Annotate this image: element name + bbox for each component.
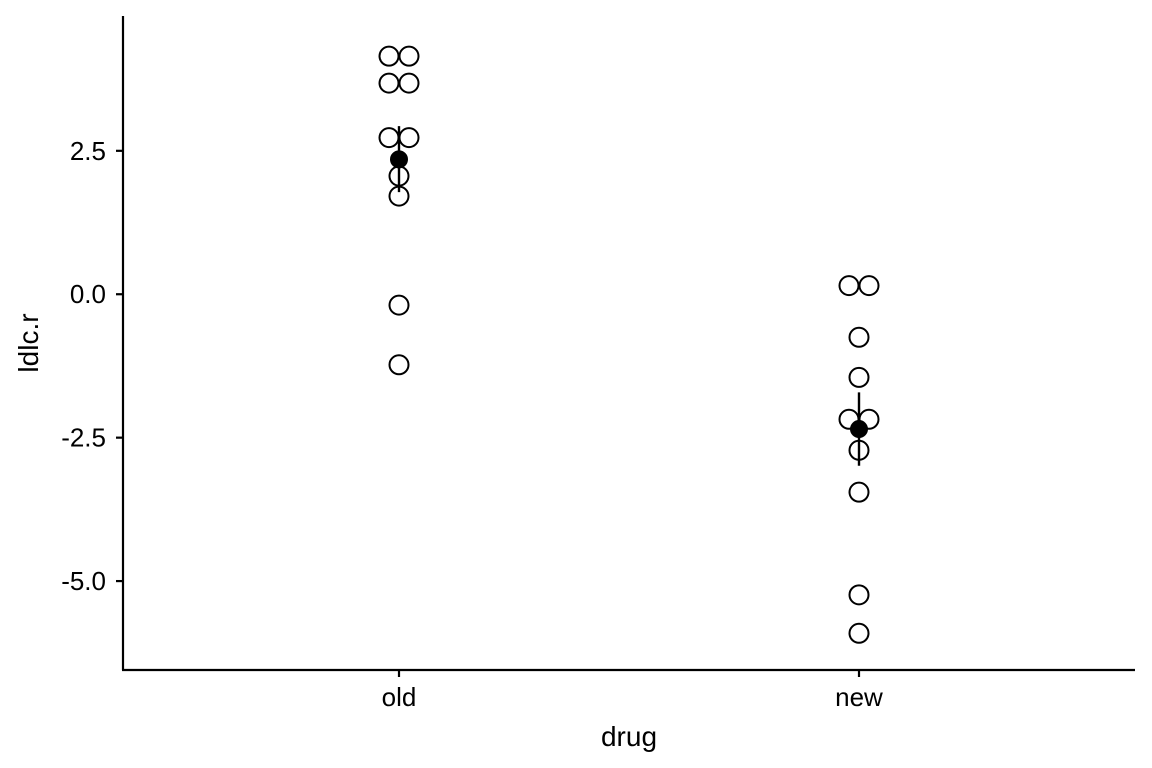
y-tick-label: 2.5 — [70, 136, 106, 166]
x-tick-label: new — [835, 682, 883, 712]
data-point — [848, 326, 870, 348]
mean-point — [390, 150, 408, 169]
y-tick-label: -2.5 — [61, 423, 106, 453]
data-point — [378, 127, 400, 149]
data-point — [398, 127, 420, 149]
data-point — [858, 275, 880, 297]
y-axis-title: ldlc.r — [13, 313, 44, 372]
data-point — [848, 366, 870, 388]
data-point — [388, 294, 410, 316]
data-point — [378, 72, 400, 94]
x-tick-label: old — [382, 682, 417, 712]
y-axis-ticks: 2.5 0.0 -2.5 -5.0 — [61, 136, 123, 596]
data-point — [398, 45, 420, 67]
plot-area — [378, 45, 880, 644]
mean-point — [850, 420, 868, 439]
data-point — [848, 481, 870, 503]
x-axis-title: drug — [601, 721, 657, 752]
data-point — [838, 275, 860, 297]
data-point — [848, 584, 870, 606]
data-point — [388, 354, 410, 376]
data-point — [398, 72, 420, 94]
data-point — [378, 45, 400, 67]
y-tick-label: -5.0 — [61, 566, 106, 596]
x-axis-ticks: old new — [382, 670, 883, 712]
data-point — [848, 622, 870, 644]
y-tick-label: 0.0 — [70, 279, 106, 309]
